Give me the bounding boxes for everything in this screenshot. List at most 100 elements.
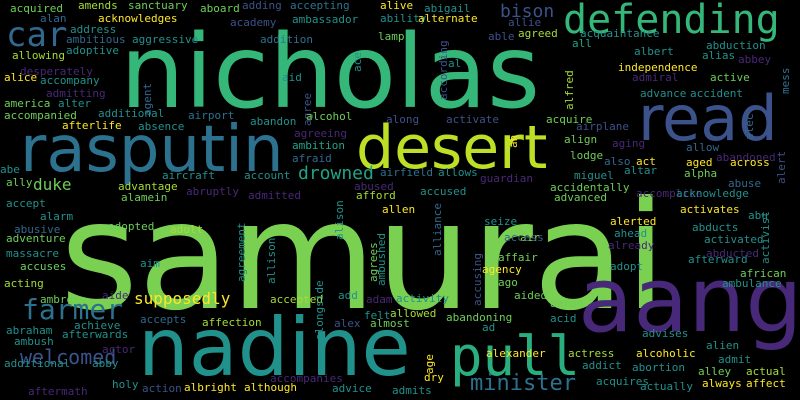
word: accepts (140, 313, 187, 326)
word: advance (640, 87, 687, 100)
word: aircraft (162, 169, 215, 182)
word: bison (500, 1, 555, 22)
word: alerted (610, 215, 657, 228)
word: afterwards (62, 328, 129, 341)
word: adopt (610, 260, 644, 273)
word: adoptive (66, 44, 119, 57)
word: alliance (431, 203, 444, 256)
word: advanced (554, 191, 607, 204)
word: aging (612, 137, 646, 150)
word: admitted (248, 189, 301, 202)
word: activated (704, 233, 764, 246)
word: samurai (60, 170, 667, 344)
word: alive (380, 0, 414, 12)
word: desert (356, 113, 548, 183)
word: abduction (706, 39, 766, 52)
word: agency (482, 263, 522, 276)
word: mess (779, 67, 792, 95)
word: accepted (270, 293, 323, 306)
word: alpha (684, 167, 718, 180)
word: act (636, 155, 656, 168)
word: seize (484, 215, 518, 228)
word: allie (508, 16, 542, 29)
word: along (386, 113, 420, 126)
word: afterlife (62, 119, 122, 132)
word: alter (58, 97, 92, 110)
word: albert (634, 45, 674, 58)
word: acquired (10, 2, 63, 15)
word: accompanies (270, 372, 343, 385)
word: ambition (292, 139, 345, 152)
word: addict (582, 359, 622, 372)
word: accept (6, 197, 46, 210)
word: agreed (518, 27, 558, 40)
word: ad (482, 321, 496, 334)
word: alien (706, 339, 740, 352)
word: ambitious (66, 33, 126, 46)
word: accompany (40, 74, 100, 87)
word: alex (334, 317, 361, 330)
word: accidentally (550, 181, 630, 194)
word: across (730, 156, 770, 169)
word: pull (450, 325, 581, 388)
word: lodge (570, 149, 604, 162)
word: guardian (480, 172, 533, 185)
word: acknowledges (98, 12, 178, 25)
word: aide (102, 289, 129, 302)
word: advice (332, 382, 372, 395)
word: acquires (596, 375, 649, 388)
word: abducts (692, 221, 739, 234)
word: affection (202, 316, 262, 329)
word: acquire (546, 113, 593, 126)
word: alert (775, 150, 788, 184)
word: car (6, 15, 68, 55)
word: ability (380, 12, 427, 25)
word: alexander (486, 347, 546, 360)
word: adult (170, 223, 204, 236)
word: airfield (380, 166, 433, 179)
word: ambassador (292, 13, 359, 26)
word: add (338, 289, 358, 302)
word: aided (514, 289, 548, 302)
word: accepting (290, 0, 350, 12)
word: amends (78, 0, 118, 12)
word: ambulance (722, 277, 782, 290)
word: affair (498, 251, 538, 264)
word: admit (718, 353, 752, 366)
word: ahead (614, 227, 648, 240)
word: actor (102, 343, 136, 356)
word: acting (4, 277, 44, 290)
word: alcoholic (636, 347, 696, 360)
word: almost (370, 317, 410, 330)
word: sanctuary (128, 0, 188, 12)
word: ally (6, 176, 33, 189)
word: altar (624, 164, 658, 177)
word: accusing (471, 253, 484, 306)
word: abandoning (446, 311, 513, 324)
word: aang (578, 248, 800, 353)
word: supposedly (134, 289, 231, 308)
word: alternate (418, 12, 478, 25)
word: accompanied (4, 109, 77, 122)
word: actual (746, 365, 786, 378)
word: abruptly (186, 185, 239, 198)
word: holy (112, 378, 139, 391)
word: afford (356, 189, 396, 202)
word: abortion (632, 361, 685, 374)
word: ambrose (40, 293, 87, 306)
word: advises (642, 327, 689, 340)
word: abbey (738, 53, 772, 66)
word: abused (354, 180, 394, 193)
word: admiral (632, 71, 679, 84)
word: allow (686, 141, 720, 154)
word: abandon (250, 115, 297, 128)
word: alcohol (306, 110, 353, 123)
word: activates (680, 203, 740, 216)
word: admitting (46, 87, 106, 100)
word: all (572, 37, 592, 50)
word: adam (366, 293, 393, 306)
word: access (504, 231, 544, 244)
word: agreement (235, 222, 248, 282)
word: acid (550, 312, 577, 325)
word: acquaintance (580, 27, 660, 40)
